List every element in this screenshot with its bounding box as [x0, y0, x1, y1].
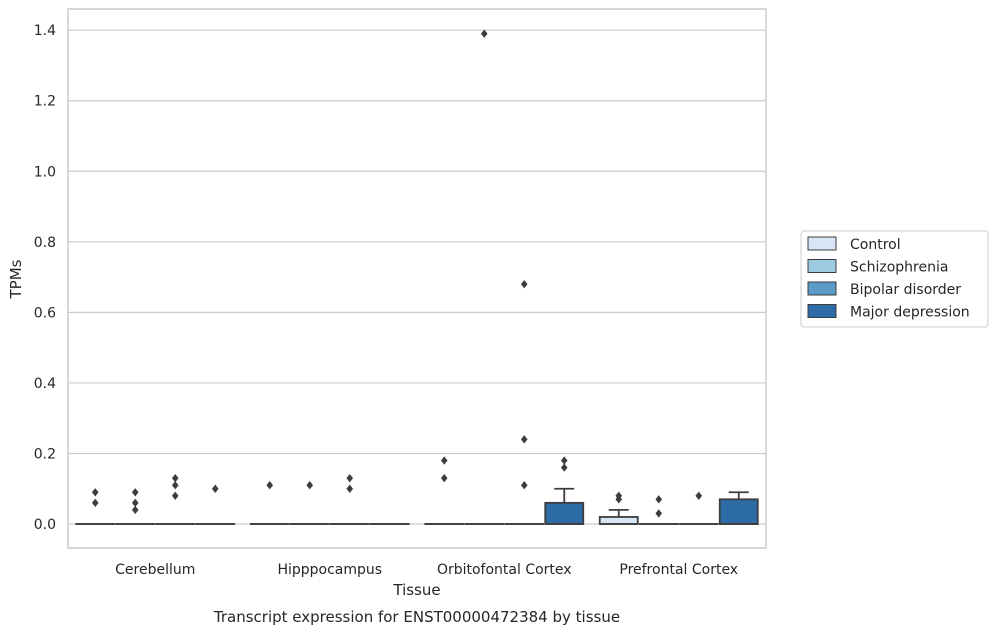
legend-swatch — [807, 236, 837, 251]
legend-label: Bipolar disorder — [850, 282, 961, 298]
outlier-point — [131, 498, 139, 508]
box-group — [75, 488, 116, 525]
box-group — [464, 29, 505, 525]
legend-swatch — [807, 259, 837, 273]
outlier-point — [440, 473, 448, 483]
box — [598, 516, 639, 525]
box-group — [195, 484, 236, 525]
outlier-point — [520, 279, 528, 289]
outlier-point — [266, 481, 274, 490]
grid-layer — [68, 29, 766, 525]
box — [544, 501, 585, 525]
box-group — [155, 473, 196, 525]
outlier-point — [131, 505, 139, 515]
y-tick-label: 1.0 — [34, 164, 56, 180]
x-axis-title: Tissue — [392, 581, 440, 599]
box-group — [424, 456, 465, 525]
chart-caption: Transcript expression for ENST0000047238… — [213, 608, 620, 626]
y-tick-label: 0.0 — [34, 517, 56, 533]
outlier-point — [131, 488, 139, 497]
x-tick-label: Prefrontal Cortex — [619, 562, 738, 578]
outlier-point — [560, 463, 568, 472]
outlier-point — [346, 484, 354, 493]
y-tick-label: 1.4 — [34, 23, 56, 39]
outlier-point — [91, 498, 99, 508]
outlier-point — [520, 481, 528, 490]
box-group — [718, 491, 759, 525]
y-tick-label: 0.6 — [34, 305, 56, 321]
outlier-point — [440, 456, 448, 465]
box-group — [678, 491, 719, 525]
outlier-point — [171, 481, 179, 490]
box-group — [115, 488, 156, 525]
x-tick-labels: Cerebellum Hipppocampus Orbitofontal Corte… — [115, 562, 738, 578]
box-group — [598, 491, 639, 525]
outlier-point — [306, 481, 314, 490]
outlier-point — [171, 491, 179, 500]
outlier-point — [211, 484, 219, 493]
x-tick-label: Cerebellum — [115, 562, 195, 578]
outlier-point — [480, 29, 488, 38]
box-group — [504, 279, 545, 525]
legend: Control Schizophrenia Bipolar disorder Majo… — [800, 230, 989, 328]
y-axis-title: TPMs — [7, 259, 25, 299]
box-group — [249, 481, 290, 525]
y-tick-labels: 0.0 0.2 0.4 0.6 0.8 1.0 1.2 1.4 — [34, 23, 56, 533]
x-tick-label: Orbitofontal Cortex — [437, 562, 572, 578]
box-group — [329, 473, 370, 525]
outlier-point — [695, 491, 703, 500]
marks-layer — [75, 29, 759, 525]
y-tick-label: 1.2 — [34, 94, 56, 110]
box-group — [544, 456, 585, 525]
outlier-point — [346, 473, 354, 483]
box-group — [289, 481, 330, 525]
y-tick-label: 0.4 — [34, 376, 56, 392]
outlier-point — [91, 488, 99, 497]
box — [718, 498, 759, 525]
legend-label: Schizophrenia — [850, 260, 948, 276]
outlier-point — [655, 509, 663, 518]
outlier-point — [171, 473, 179, 483]
outlier-point — [615, 491, 623, 500]
y-tick-label: 0.8 — [34, 235, 56, 251]
outlier-point — [560, 456, 568, 465]
legend-frame — [800, 230, 989, 328]
legend-label: Control — [850, 237, 901, 253]
box-group — [638, 495, 679, 525]
x-tick-label: Hipppocampus — [277, 562, 382, 578]
legend-label: Major depression — [850, 305, 970, 321]
legend-swatch — [807, 304, 837, 318]
outlier-point — [655, 495, 663, 504]
legend-swatch — [807, 281, 837, 296]
outlier-point — [520, 435, 528, 444]
plot-frame — [67, 8, 767, 549]
y-tick-label: 0.2 — [34, 446, 56, 462]
